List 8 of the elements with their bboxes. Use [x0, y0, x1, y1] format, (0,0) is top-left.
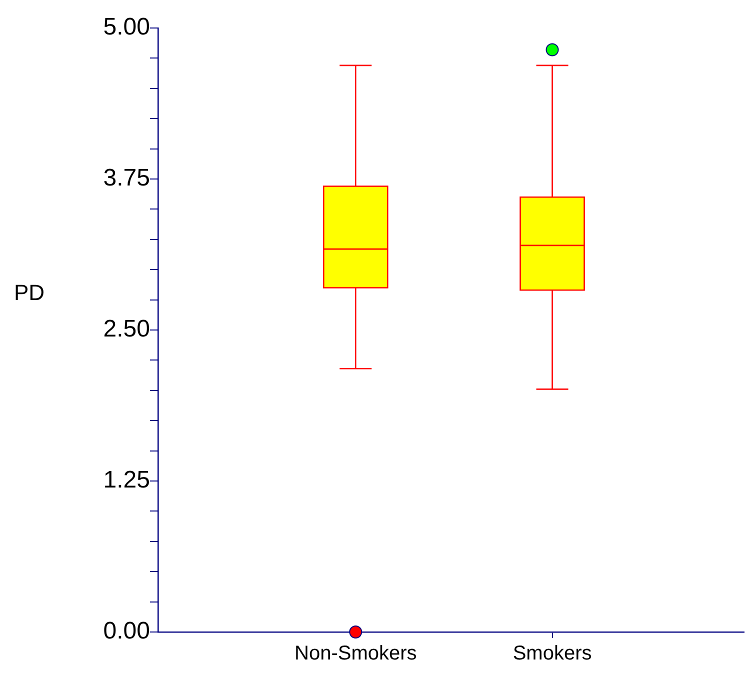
y-tick-label: 0.00: [103, 618, 150, 645]
x-tick-label: Non-Smokers: [294, 642, 417, 665]
y-tick-label: 1.25: [103, 466, 150, 494]
y-tick-label: 3.75: [103, 164, 150, 192]
y-tick-label: 2.50: [103, 316, 150, 343]
y-axis-title: PD: [14, 280, 45, 305]
x-tick-label: Smokers: [512, 642, 592, 665]
y-tick-label: 5.00: [103, 14, 150, 41]
